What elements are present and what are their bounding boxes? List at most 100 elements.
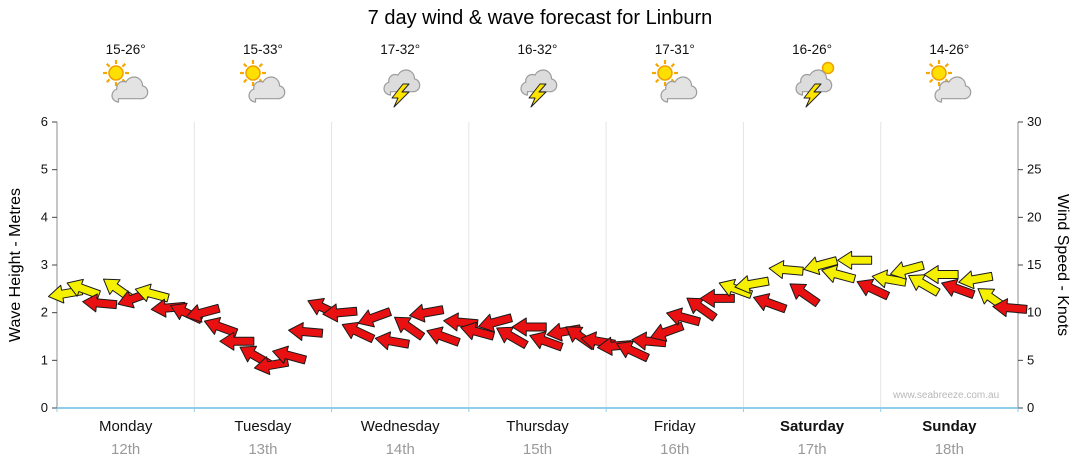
day-date: 14th <box>385 441 415 458</box>
cloud-icon <box>383 69 421 96</box>
left-tick-label: 2 <box>41 305 48 320</box>
cloud-icon <box>660 76 698 103</box>
day-date: 15th <box>522 441 553 458</box>
weather-icon-cell <box>469 60 606 110</box>
day-name-col: Wednesday <box>332 418 469 435</box>
day-name: Thursday <box>506 418 569 435</box>
day-date-col: 15th <box>469 441 606 458</box>
sun-icon <box>926 60 953 86</box>
right-tick-label: 10 <box>1027 305 1041 320</box>
left-tick-label: 3 <box>41 257 48 272</box>
right-tick-label: 20 <box>1027 209 1041 224</box>
temperature-range-col: 17-32° <box>332 42 469 57</box>
sun-icon <box>102 60 129 86</box>
day-date: 12th <box>111 441 141 458</box>
wind-arrow <box>686 297 718 322</box>
wind-arrow <box>322 303 358 323</box>
wind-arrow <box>341 321 376 344</box>
temperature-range: 14-26° <box>929 42 970 57</box>
wind-arrow <box>460 321 496 341</box>
sun-cloud-icon <box>239 60 286 103</box>
right-tick-label: 0 <box>1027 400 1034 415</box>
wind-arrow <box>409 303 445 323</box>
temperature-range: 16-32° <box>517 42 558 57</box>
wind-arrow <box>426 326 461 347</box>
day-date-col: 14th <box>332 441 469 458</box>
wind-arrow <box>837 250 873 270</box>
temperature-range-col: 17-31° <box>606 42 743 57</box>
day-name: Wednesday <box>360 418 440 435</box>
day-name-col: Sunday <box>881 418 1018 435</box>
storm-icon <box>520 69 558 108</box>
temperature-range: 16-26° <box>792 42 833 57</box>
wind-arrow <box>511 317 547 337</box>
left-tick-label: 1 <box>41 352 48 367</box>
day-name: Tuesday <box>234 418 292 435</box>
cloud-icon <box>934 76 972 103</box>
wind-arrow <box>374 331 410 351</box>
wind-arrow <box>789 283 821 308</box>
wind-arrow <box>768 260 804 279</box>
wind-arrow <box>908 274 941 297</box>
day-date-col: 13th <box>194 441 331 458</box>
wind-arrow <box>150 298 186 318</box>
lightning-icon <box>391 83 410 108</box>
temperature-range-col: 15-26° <box>57 42 194 57</box>
watermark: www.seabreeze.com.au <box>893 390 1000 401</box>
day-name: Saturday <box>779 418 845 435</box>
day-name: Friday <box>653 418 696 435</box>
wind-arrow <box>923 265 959 285</box>
day-name-col: Thursday <box>469 418 606 435</box>
weather-icon-cell <box>881 60 1018 110</box>
day-name-col: Monday <box>57 418 194 435</box>
sun-cloud-icon <box>651 60 698 103</box>
day-name: Monday <box>98 418 153 435</box>
wind-arrow <box>203 316 239 338</box>
day-name-row: Monday Tuesday Wednesday Thursday Friday Satu… <box>57 418 1018 435</box>
day-name-col: Tuesday <box>194 418 331 435</box>
temperature-range-col: 16-32° <box>469 42 606 57</box>
right-tick-label: 25 <box>1027 162 1041 177</box>
day-date: 16th <box>660 441 690 458</box>
wind-arrow <box>958 270 994 290</box>
lightning-icon <box>803 83 822 108</box>
temperature-range: 15-26° <box>105 42 146 57</box>
temperature-range: 17-32° <box>380 42 421 57</box>
wind-arrow <box>941 278 976 299</box>
day-date-col: 16th <box>606 441 743 458</box>
wind-arrow <box>734 275 770 294</box>
wind-arrow <box>596 336 633 356</box>
wind-arrow <box>856 278 891 301</box>
weather-icon-row <box>57 60 1018 110</box>
day-date-col: 18th <box>881 441 1018 458</box>
wind-arrow <box>394 316 426 341</box>
temperature-row: 15-26° 15-33° 17-32° 16-32° 17-31° 16-26° 14-2… <box>57 42 1018 57</box>
wind-arrow <box>185 303 221 323</box>
left-axis-title: Wave Height - Metres <box>7 187 24 343</box>
sun-storm-icon <box>795 61 835 108</box>
wind-arrow <box>803 256 839 275</box>
wind-arrow <box>66 278 101 299</box>
temperature-range-col: 15-33° <box>194 42 331 57</box>
weather-icon-cell <box>332 60 469 110</box>
left-tick-label: 5 <box>41 162 48 177</box>
temperature-range-col: 14-26° <box>881 42 1018 57</box>
wind-arrow <box>889 261 925 280</box>
wind-arrow <box>753 293 788 314</box>
wind-arrow <box>821 264 857 284</box>
left-tick-label: 0 <box>41 400 48 415</box>
day-date-row: 12th 13th 14th 15th 16th 17th 18th <box>57 441 1018 458</box>
right-tick-label: 5 <box>1027 352 1034 367</box>
sun-icon <box>239 60 266 86</box>
day-date: 17th <box>797 441 827 458</box>
wind-arrow <box>288 322 324 341</box>
wind-arrow <box>529 331 564 352</box>
weather-icon-cell <box>57 60 194 110</box>
storm-icon <box>383 69 421 108</box>
sun-cloud-icon <box>926 60 972 103</box>
sun-icon <box>651 60 678 86</box>
day-date-col: 17th <box>743 441 880 458</box>
weather-icon-cell <box>606 60 743 110</box>
wind-arrow <box>82 293 118 313</box>
